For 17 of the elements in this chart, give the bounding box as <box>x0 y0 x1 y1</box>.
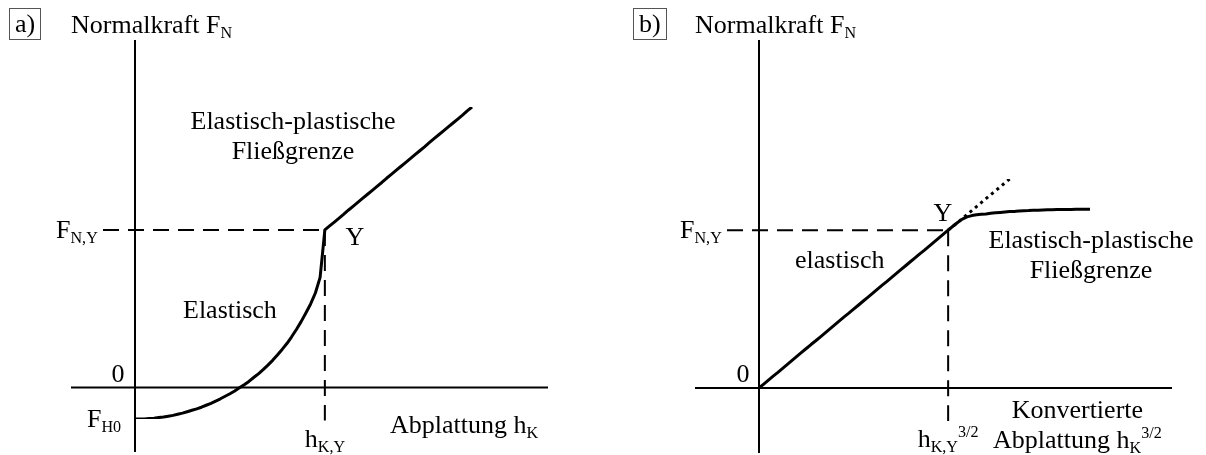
chart-title: a) <box>9 8 42 40</box>
y-axis-title: Normalkraft F$_{N}$ <box>695 10 857 41</box>
ref-line-label: F$_{N,Y}$ <box>56 214 98 246</box>
text: F$_{H0}$ <box>87 404 122 435</box>
annotation: Elastisch-plastische Fließgrenze <box>988 225 1194 285</box>
chart-title: b) <box>633 8 667 40</box>
text: 0 <box>736 359 750 389</box>
ref-line-label: F$_{N,Y}$ <box>680 215 722 246</box>
annotation: Elastisch <box>183 295 277 325</box>
annotation: elastisch <box>795 245 885 275</box>
x-axis-title: Abplattung h$_{K}$ <box>390 409 539 441</box>
y-axis-title: Normalkraft F$_{N}$ <box>71 10 233 41</box>
annotation: Y <box>933 198 953 228</box>
text: 0 <box>111 359 125 389</box>
annotation: Y <box>345 222 365 252</box>
text: h$_{K,Y}$ <box>304 423 346 455</box>
annotation: Elastisch-plastische Fließgrenze <box>190 106 396 166</box>
